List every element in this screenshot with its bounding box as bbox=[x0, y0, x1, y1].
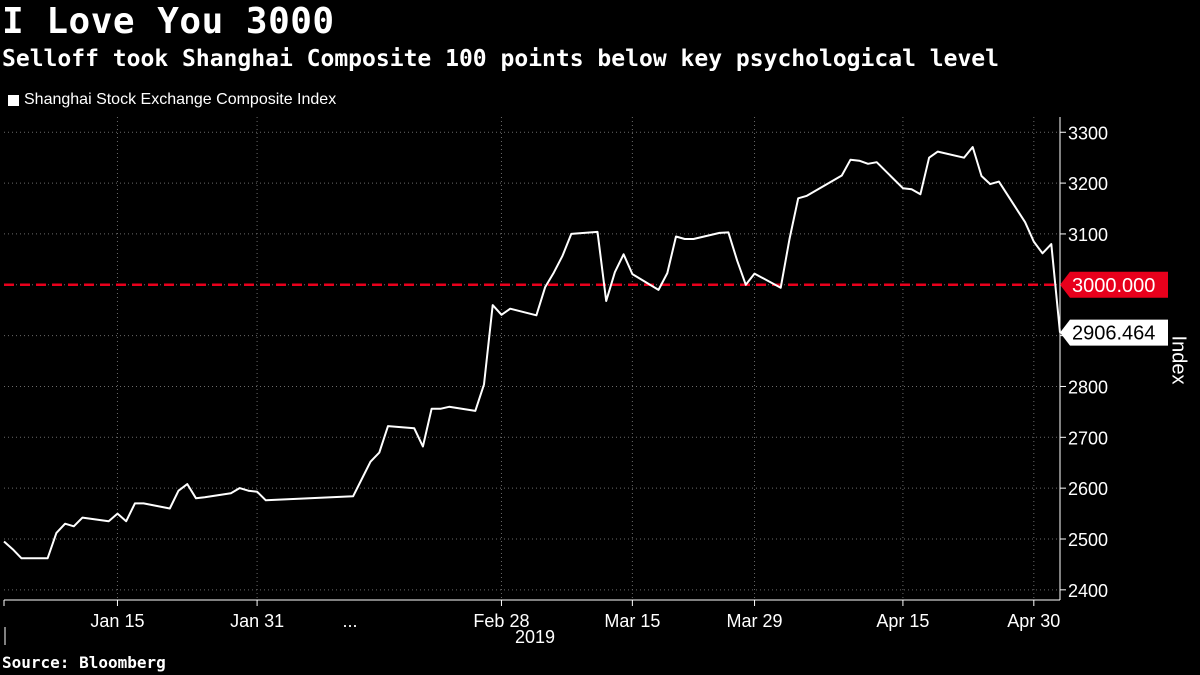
x-tick-label: Apr 30 bbox=[1007, 611, 1060, 631]
legend-swatch bbox=[8, 94, 19, 106]
threshold-tag-label: 3000.000 bbox=[1072, 275, 1155, 297]
y-tick-label: 2500 bbox=[1068, 530, 1108, 550]
chart-subtitle: Selloff took Shanghai Composite 100 poin… bbox=[2, 46, 999, 72]
series-line bbox=[3, 146, 1061, 560]
y-tick-label: 3100 bbox=[1068, 225, 1108, 245]
legend-label: Shanghai Stock Exchange Composite Index bbox=[24, 91, 337, 108]
x-year-label: 2019 bbox=[515, 627, 555, 647]
source-note: Source: Bloomberg bbox=[2, 653, 166, 672]
x-tick-label: Mar 15 bbox=[604, 611, 660, 631]
legend: Shanghai Stock Exchange Composite Index bbox=[8, 90, 336, 110]
threshold-tag-bg bbox=[1060, 271, 1168, 298]
grid-lines bbox=[4, 117, 1060, 600]
y-tick-label: 2700 bbox=[1068, 428, 1108, 448]
x-tick-label: Jan 15 bbox=[90, 611, 144, 631]
y-tick-label: 3200 bbox=[1068, 174, 1108, 194]
last-value-tag-bg bbox=[1060, 319, 1168, 346]
y-tick-label: 2800 bbox=[1068, 377, 1108, 397]
y-axis-title: Index bbox=[1168, 336, 1190, 385]
y-tick-label: 2400 bbox=[1068, 581, 1108, 601]
last-value-tag-label: 2906.464 bbox=[1072, 323, 1155, 345]
last-value-tag: 2906.464 bbox=[1060, 319, 1168, 346]
axes: 240025002600270028002900310032003300Jan … bbox=[3, 117, 1190, 647]
x-tick-label: Apr 15 bbox=[876, 611, 929, 631]
threshold-value-tag: 3000.000 bbox=[1060, 271, 1168, 298]
x-tick-label: Jan 31 bbox=[230, 611, 284, 631]
y-tick-label: 2600 bbox=[1068, 479, 1108, 499]
chart-title: I Love You 3000 bbox=[2, 1, 335, 42]
series-layer bbox=[3, 146, 1061, 560]
labels-layer: 3000.000 2906.464 bbox=[1060, 271, 1168, 346]
x-break-label: ... bbox=[342, 611, 357, 631]
x-tick-label: Feb 28 bbox=[473, 611, 529, 631]
x-tick-label: Mar 29 bbox=[727, 611, 783, 631]
y-tick-label: 3300 bbox=[1068, 123, 1108, 143]
